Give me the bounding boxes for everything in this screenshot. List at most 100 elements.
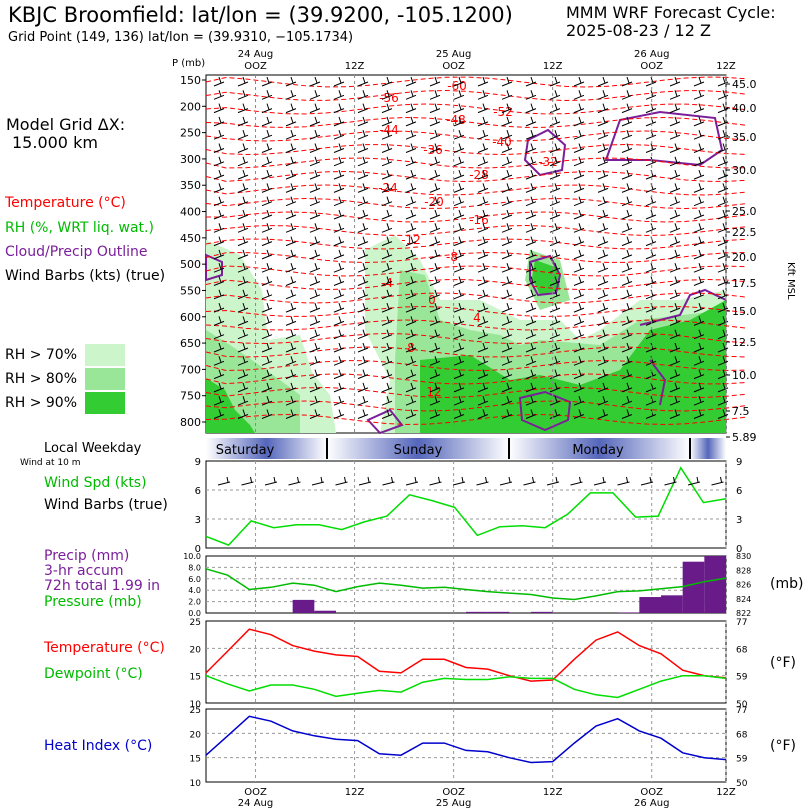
temperature-label-4: -44 — [379, 123, 399, 137]
wind-barb — [261, 249, 273, 260]
wind-barb — [285, 169, 297, 180]
temperature-label-11: -16 — [469, 213, 489, 227]
wind-barb — [333, 103, 345, 114]
wind-barb — [213, 236, 225, 247]
wind-barb — [309, 223, 321, 233]
wind-barb — [477, 369, 489, 380]
wind-barb — [597, 263, 609, 273]
wind-barb — [261, 276, 273, 286]
wind-barb — [669, 369, 681, 380]
wind-barb — [285, 263, 297, 273]
wind-barb — [333, 382, 345, 393]
wind-barb — [501, 130, 513, 140]
temperature-label-0: -60 — [447, 79, 467, 93]
temperature-label-12: -12 — [401, 233, 421, 247]
wind-barb — [357, 369, 369, 380]
wind-barb — [309, 329, 321, 340]
top-time-tick-5: 12Z — [716, 61, 736, 72]
wind-barb — [285, 289, 297, 300]
wind-barb — [717, 236, 729, 247]
wind-barb — [381, 130, 393, 140]
wind-barb — [381, 382, 393, 393]
temp-y2tick-68: 68 — [736, 645, 748, 655]
rh90-label: RH > 90% — [5, 395, 78, 411]
wind-barb — [333, 409, 345, 419]
wind-barb — [549, 382, 561, 393]
wind-ytick-6: 6 — [195, 486, 201, 497]
wind-barb — [453, 236, 465, 247]
wind-barb — [597, 196, 609, 207]
wind-barb — [501, 289, 513, 300]
wind-barb — [285, 276, 297, 286]
wind-barb — [597, 236, 609, 247]
wind-barb — [597, 143, 609, 153]
wind-barb — [333, 156, 345, 167]
wind-barb — [573, 342, 585, 353]
wind-barb — [453, 130, 465, 140]
wind-barb — [693, 263, 705, 273]
wind-barb — [549, 90, 561, 100]
wind-barb — [621, 130, 633, 140]
wind-barb — [669, 329, 681, 340]
temperature-label-6: -36 — [423, 143, 443, 157]
wind-barb — [261, 223, 273, 233]
heat-index-label: Heat Index (°C) — [44, 738, 153, 754]
wind-barb — [669, 316, 681, 326]
wind-barb — [501, 143, 513, 153]
wind-barb — [333, 209, 345, 220]
wind-barb — [405, 169, 417, 180]
wind-barb — [357, 276, 369, 286]
wind-barb — [693, 209, 705, 220]
wind-barb — [477, 382, 489, 393]
wind-barb — [549, 183, 561, 193]
wind-barb — [453, 396, 465, 406]
wind-barb — [453, 369, 465, 380]
wind-barb — [573, 249, 585, 260]
wind-barb — [381, 90, 393, 100]
precip-ytick-2: 6.0 — [188, 575, 201, 584]
wind-barb — [261, 156, 273, 167]
isotherm-14 — [205, 265, 747, 277]
pressure-tick-650: 650 — [180, 337, 201, 350]
wind-barb — [477, 196, 489, 207]
wind-barb — [621, 409, 633, 419]
weekday-segment-3 — [690, 438, 726, 459]
weekday-monday: Monday — [572, 443, 624, 458]
temperature-label-5: -40 — [492, 135, 512, 149]
wind-barb — [429, 196, 441, 207]
pressure-axis-title: P (mb) — [172, 58, 205, 69]
wind-barb — [333, 223, 345, 233]
wind-barb — [333, 76, 345, 87]
wind-barb — [237, 130, 249, 140]
wind-barb — [477, 209, 489, 220]
isotherm-4 — [205, 130, 747, 142]
isotherm-7 — [205, 171, 747, 183]
wind-barb — [429, 236, 441, 247]
pressure-tick-500: 500 — [180, 258, 201, 271]
wind-barb — [621, 356, 633, 366]
surface-wind-barb — [358, 476, 372, 486]
heat-panel-frame — [205, 708, 727, 783]
rh70-swatch — [85, 344, 125, 366]
pressure-ytick-826: 826 — [736, 581, 751, 590]
top-time-tick-0: OOZ — [244, 61, 267, 72]
height-tick-11: 7.5 — [732, 405, 750, 418]
wind-barb — [309, 196, 321, 207]
precip-bar-6 — [639, 597, 661, 613]
wind-barb — [477, 223, 489, 233]
wind-barb — [477, 143, 489, 153]
wind-barb — [261, 196, 273, 207]
wind-barb — [597, 289, 609, 300]
wind-barb — [333, 369, 345, 380]
wind-barb — [669, 356, 681, 366]
wind-barb — [213, 329, 225, 340]
precip-bar-3 — [487, 611, 510, 613]
wind-barb — [501, 169, 513, 180]
series-heat-index — [205, 715, 727, 764]
wind-barb — [477, 76, 489, 87]
pressure-tick-550: 550 — [180, 284, 201, 297]
wind-barb — [621, 289, 633, 300]
wind-barb — [549, 249, 561, 260]
wind-barb — [285, 342, 297, 353]
wind-barb — [597, 76, 609, 87]
